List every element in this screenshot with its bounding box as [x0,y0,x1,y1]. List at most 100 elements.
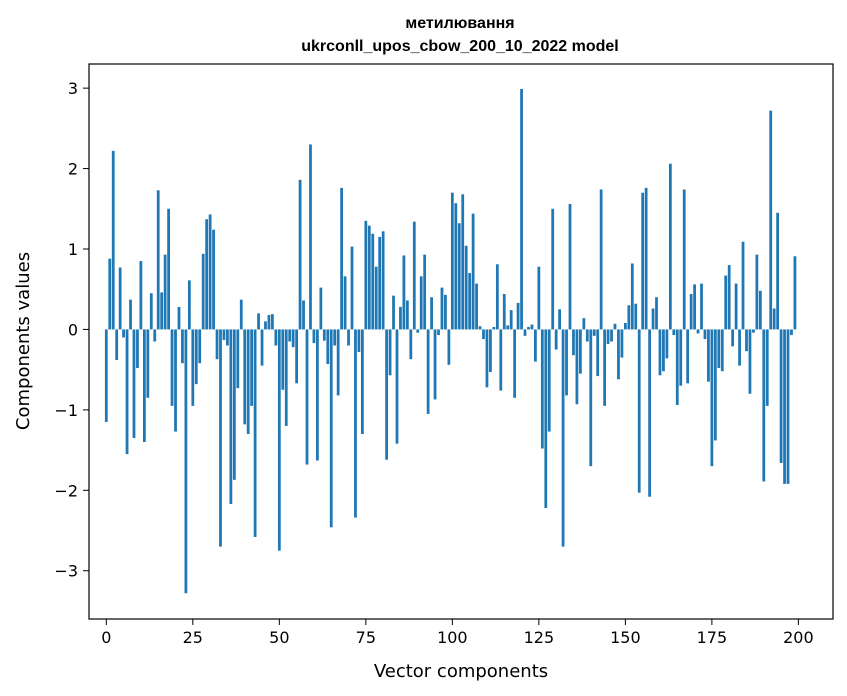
bar-component-100 [450,192,454,330]
bar-component-4 [118,267,122,330]
bar-component-5 [122,329,125,338]
chart-title-line-2: ukrconll_upos_cbow_200_10_2022 model [301,38,618,55]
bar-component-99 [447,329,451,365]
bar-component-0 [104,329,108,422]
bar-component-124 [534,329,537,362]
bar-component-69 [343,276,347,330]
bar-component-67 [336,329,340,396]
bar-component-178 [720,329,724,372]
bar-component-21 [177,306,181,330]
bar-component-15 [156,190,160,330]
bar-component-77 [371,233,375,330]
y-axis-ticks: −3 −2 −1 0 1 2 3 [54,79,89,581]
bar-component-50 [277,329,281,551]
y-tick-label: 3 [68,79,78,98]
bar-component-135 [572,329,575,356]
bar-component-40 [243,329,247,425]
bar-component-42 [250,329,254,406]
bar-component-117 [509,310,513,330]
bar-component-160 [658,329,662,376]
bar-component-12 [146,329,150,398]
y-tick-label: 0 [68,320,78,339]
bar-component-140 [589,329,593,467]
bar-component-177 [717,329,721,369]
bar-component-111 [489,329,492,373]
x-tick-label: 200 [783,628,814,647]
bar-component-180 [727,265,731,330]
bar-component-196 [783,329,786,484]
bar-component-170 [693,284,696,330]
bar-component-186 [748,329,752,394]
plot-frame [88,63,834,620]
bar-component-171 [696,329,700,334]
bar-component-41 [246,329,250,434]
bar-component-27 [198,329,202,364]
bar-component-192 [769,110,773,330]
bar-component-6 [125,329,129,455]
bar-component-119 [516,302,520,330]
bar-component-120 [520,88,523,330]
bar-component-149 [620,329,624,358]
bar-component-97 [440,287,444,330]
bar-component-18 [167,208,170,330]
bar-component-165 [675,329,679,406]
bar-component-52 [284,329,288,426]
bar-component-64 [326,329,330,365]
bar-component-92 [423,254,427,330]
bar-component-129 [551,208,555,330]
bar-component-168 [686,329,690,384]
bar-component-195 [779,329,783,463]
y-tick-label: 1 [68,240,78,259]
bar-component-110 [485,329,489,388]
bar-component-65 [329,329,333,528]
bar-component-93 [426,329,430,414]
bar-component-59 [309,144,312,330]
bar-component-10 [139,261,143,330]
bar-component-179 [724,275,728,330]
bar-component-188 [755,254,759,330]
bar-component-105 [468,273,472,330]
bar-component-102 [457,223,461,330]
bar-component-146 [610,329,613,342]
bar-component-34 [222,329,226,340]
bar-component-24 [187,280,191,330]
bar-component-151 [627,305,631,330]
bar-component-32 [215,329,219,360]
x-axis-ticks: 0 25 50 75 100 125 150 175 200 [101,619,814,647]
bar-component-82 [388,329,392,376]
bar-component-55 [295,329,299,384]
bar-component-19 [170,329,174,406]
bar-component-169 [689,294,693,330]
bar-component-101 [454,203,458,330]
bar-component-48 [271,314,274,330]
bar-component-51 [281,329,285,390]
bar-component-176 [713,329,717,441]
bar-component-190 [762,329,766,482]
bar-component-159 [655,297,658,330]
bar-component-132 [561,329,565,547]
bar-component-71 [350,246,354,330]
bar-component-73 [357,329,361,352]
bar-component-13 [149,293,153,330]
bar-component-20 [174,329,177,432]
bar-component-189 [758,290,762,330]
bar-component-172 [700,283,703,330]
bar-component-118 [513,329,517,398]
bar-component-95 [433,329,437,400]
bar-component-75 [364,220,368,330]
bar-component-145 [606,329,610,344]
bar-component-181 [731,329,735,347]
bar-component-2 [111,150,115,330]
bar-component-90 [416,329,420,333]
y-tick-label: −1 [54,401,78,420]
bar-component-164 [672,329,676,336]
bar-component-43 [253,329,257,537]
bar-component-174 [707,329,710,382]
bar-component-108 [478,326,482,330]
bar-component-87 [405,300,409,330]
bar-component-57 [302,300,305,330]
bar-component-7 [129,299,132,330]
bar-component-134 [568,203,572,330]
bar-component-79 [378,236,382,330]
bar-component-197 [786,329,790,484]
